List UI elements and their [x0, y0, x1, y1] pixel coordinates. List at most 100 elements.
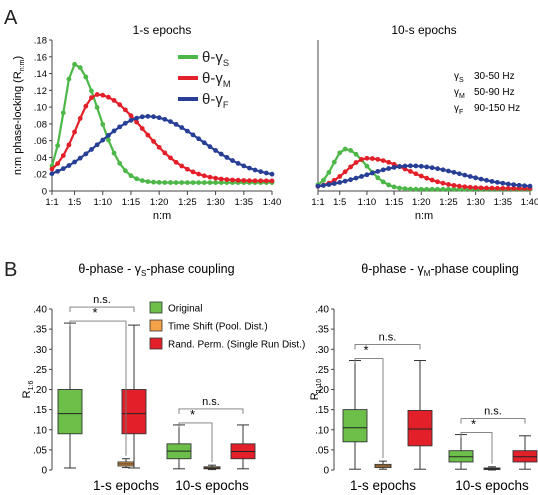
data-point-gamma-s — [418, 186, 424, 192]
data-point-gamma-s — [122, 168, 128, 174]
data-point-gamma-s — [397, 185, 402, 191]
y-tick-label: .15 — [33, 405, 47, 416]
data-point-gamma-s — [353, 151, 359, 157]
data-point-gamma-m — [386, 159, 392, 165]
legend-label-gamma-f: θ-γF — [202, 91, 229, 110]
legend-swatch — [149, 301, 163, 314]
y-tick-label: .40 — [315, 305, 329, 316]
data-point-gamma-f — [375, 168, 381, 174]
x-tick-label: 1:30 — [466, 197, 485, 208]
significance-bracket — [178, 408, 244, 414]
data-point-gamma-m — [235, 177, 241, 183]
data-point-gamma-f — [364, 172, 370, 178]
data-point-gamma-m — [467, 184, 473, 190]
y-tick-label: .14 — [34, 69, 47, 80]
data-point-gamma-m — [145, 132, 151, 138]
data-point-gamma-s — [83, 74, 89, 80]
band-label-gamma-m: γM 50-90 Hz — [454, 87, 515, 100]
data-point-gamma-f — [527, 183, 533, 189]
data-point-gamma-s — [89, 88, 94, 94]
data-point-gamma-m — [369, 156, 375, 161]
x-tick-label: 1:5 — [68, 197, 81, 208]
data-point-gamma-f — [55, 168, 61, 174]
data-point-gamma-f — [478, 176, 484, 182]
y-tick-label: .06 — [34, 136, 47, 147]
group-label: 10-s epochs — [175, 478, 249, 493]
data-point-gamma-m — [451, 182, 457, 188]
data-point-gamma-m — [184, 166, 190, 172]
data-point-gamma-s — [66, 76, 72, 82]
data-point-gamma-m — [134, 119, 140, 125]
y-tick-label: .40 — [33, 305, 47, 316]
data-point-gamma-f — [467, 174, 473, 179]
data-point-gamma-s — [386, 182, 392, 188]
data-point-gamma-f — [408, 163, 413, 169]
data-point-gamma-m — [241, 178, 247, 183]
legend-swatch — [149, 337, 163, 350]
y-tick-label: .35 — [33, 325, 47, 336]
data-point-gamma-s — [173, 180, 179, 185]
data-point-gamma-f — [269, 171, 275, 177]
data-point-gamma-m — [359, 156, 364, 162]
series-line-gamma-f — [51, 115, 273, 176]
data-point-gamma-f — [402, 163, 408, 169]
series-line-gamma-s — [50, 62, 272, 184]
y-tick-label: .10 — [33, 425, 47, 436]
data-point-gamma-f — [516, 182, 522, 188]
data-point-gamma-m — [207, 174, 213, 180]
data-point-gamma-m — [429, 177, 435, 183]
data-point-gamma-s — [55, 143, 61, 149]
data-point-gamma-f — [435, 166, 440, 172]
data-point-gamma-s — [139, 178, 145, 184]
data-point-gamma-s — [207, 180, 213, 186]
data-point-gamma-f — [201, 140, 207, 146]
data-point-gamma-m — [337, 174, 343, 179]
series-line-gamma-f — [317, 164, 531, 188]
data-point-gamma-f — [207, 144, 213, 150]
data-point-gamma-f — [315, 183, 321, 189]
data-point-gamma-m — [117, 102, 123, 108]
chart-title: 10-s epochs — [391, 23, 456, 37]
data-point-gamma-f — [184, 128, 190, 134]
data-point-gamma-m — [162, 150, 168, 156]
significance-bracket — [69, 320, 127, 456]
y-tick-label: .20 — [315, 385, 329, 396]
data-point-gamma-m — [218, 176, 224, 182]
data-point-gamma-f — [139, 114, 145, 120]
data-point-gamma-m — [348, 164, 354, 170]
y-tick-label: 0 — [323, 466, 329, 477]
x-tick-label: 1:40 — [521, 197, 538, 208]
data-point-gamma-s — [348, 148, 354, 153]
data-point-gamma-f — [224, 155, 230, 160]
data-point-gamma-s — [337, 150, 343, 156]
data-point-gamma-f — [451, 169, 457, 175]
data-point-gamma-f — [413, 163, 419, 169]
chart-a-1s-epochs: 1-s epochs 1:1 1:5 1:10 1:15 1:20 1:25 1:30 1:35… — [12, 23, 281, 222]
data-point-gamma-f — [252, 167, 258, 173]
x-tick-label: 1:5 — [333, 197, 346, 208]
y-tick-label: .02 — [34, 170, 47, 181]
data-point-gamma-f — [326, 182, 332, 187]
data-point-gamma-s — [100, 121, 106, 127]
y-axis-label: R1:6 — [21, 381, 35, 399]
significance-label: * — [471, 417, 476, 432]
data-point-gamma-s — [134, 176, 140, 182]
data-point-gamma-s — [77, 65, 83, 71]
y-tick-label: .05 — [33, 445, 47, 456]
data-point-gamma-s — [94, 105, 100, 110]
data-point-gamma-f — [424, 164, 430, 170]
data-point-gamma-f — [321, 183, 326, 188]
x-tick-label: 1:25 — [439, 197, 458, 208]
data-point-gamma-m — [484, 185, 489, 191]
data-point-gamma-f — [145, 113, 151, 119]
data-point-gamma-s — [151, 179, 156, 185]
data-point-gamma-m — [462, 184, 468, 190]
data-point-gamma-f — [429, 165, 435, 171]
x-tick-label: 1:15 — [122, 197, 141, 208]
data-point-gamma-f — [331, 181, 337, 186]
data-point-gamma-s — [326, 170, 332, 175]
data-point-gamma-m — [94, 92, 100, 97]
y-tick-label: .30 — [315, 345, 329, 356]
x-tick-label: 1:20 — [150, 197, 169, 208]
data-point-gamma-f — [77, 155, 83, 161]
